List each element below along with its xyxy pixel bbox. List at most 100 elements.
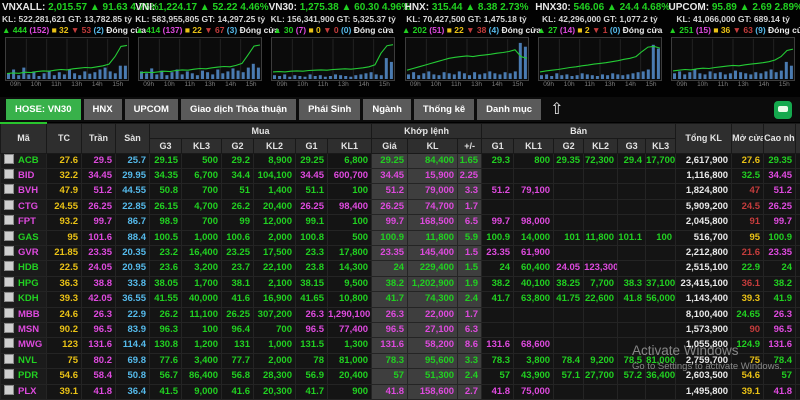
- index-title-line: UPCOM: 95.89 ▲ 2.69 2.89%: [668, 1, 800, 14]
- index-panel-vni[interactable]: VNI: 1,224.17 ▲ 52.22 4.46% KL: 583,955,8…: [133, 0, 279, 97]
- index-panel-vn30[interactable]: VN30: 1,275.38 ▲ 60.30 4.96% KL: 156,341,…: [267, 0, 411, 97]
- cell-san: 69.8: [115, 352, 150, 370]
- cell-tran: 42.05: [81, 291, 116, 308]
- tab-giao-d-ch-th-a-thu-n[interactable]: Giao dịch Thỏa thuận: [180, 99, 297, 120]
- row-checkbox[interactable]: [4, 354, 14, 364]
- table-row[interactable]: ACB 27.6 29.5 25.7 29.15 500 29.2 8,900 29.25 6,8…: [0, 152, 800, 169]
- table-row[interactable]: KDH 39.3 42.05 36.55 41.55 40,000 41.6 16,900 41…: [0, 291, 800, 308]
- table-row[interactable]: MBB 24.6 26.3 22.9 26.2 11,100 26.25 307,200 26.…: [0, 306, 800, 323]
- col-header-floor[interactable]: Sàn: [115, 122, 150, 154]
- cell-buy-g2: 41.6: [221, 383, 254, 400]
- sub-header-kl3[interactable]: KL3: [645, 137, 677, 154]
- tab-hose-vn30[interactable]: HOSE: VN30: [6, 99, 81, 120]
- index-panel-upcom[interactable]: UPCOM: 95.89 ▲ 2.69 2.89% KL: 41,066,000 …: [666, 0, 800, 97]
- table-row[interactable]: PLX 39.1 41.8 36.4 41.5 9,000 41.6 20,300 41.7 90…: [0, 383, 800, 400]
- sub-header-g1[interactable]: G1: [481, 137, 515, 154]
- row-checkbox[interactable]: [4, 231, 14, 241]
- col-header-reference[interactable]: TC: [46, 122, 82, 154]
- tab-ng-nh[interactable]: Ngành: [363, 99, 411, 120]
- index-panel-hnx[interactable]: HNX: 315.44 ▲ 8.38 2.73% KL: 70,427,500 G…: [400, 0, 541, 97]
- row-checkbox[interactable]: [4, 200, 14, 210]
- cell-sell-g3: 78.5: [617, 352, 647, 370]
- row-checkbox[interactable]: [4, 169, 14, 179]
- sub-header-kl2[interactable]: KL2: [253, 137, 296, 154]
- index-panel-hnx30[interactable]: HNX30: 546.06 ▲ 24.4 4.68% KL: 42,296,000…: [533, 0, 670, 97]
- table-row[interactable]: NVL 75 80.2 69.8 77.6 3,400 77.7 2,000 78 81,000 7…: [0, 352, 800, 370]
- index-panel-vnxall[interactable]: VNXALL: 2,015.57 ▲ 91.63 4.76% KL: 522,28…: [0, 0, 159, 97]
- sub-header-kl[interactable]: KL: [407, 137, 459, 154]
- tab-hnx[interactable]: HNX: [83, 99, 122, 120]
- cell-match-price: 38.2: [371, 275, 409, 293]
- tab-danh-m-c[interactable]: Danh mục: [477, 99, 542, 120]
- cell-clipped: [795, 183, 800, 200]
- index-breadth-line: ▲ 444 (152) ■ 32 ▼ 53 (2) Đóng cửa: [2, 25, 146, 36]
- sub-header-kl1[interactable]: KL1: [513, 137, 555, 154]
- row-checkbox[interactable]: [4, 338, 14, 349]
- row-checkbox[interactable]: [4, 246, 14, 256]
- table-row[interactable]: PDR 54.6 58.4 50.8 56.7 86,400 56.8 28,300 56.9 2…: [0, 368, 800, 385]
- col-header-total-volume[interactable]: Tổng KL: [675, 122, 733, 154]
- cell-match-change: 2.25: [457, 167, 483, 185]
- cell-sell-g2: [553, 244, 585, 262]
- table-row[interactable]: GAS 95 101.6 88.4 100.5 1,000 100.6 2,000 100.8 5…: [0, 229, 800, 246]
- sub-header-g2[interactable]: G2: [553, 137, 585, 154]
- index-value: 1,224.17: [158, 2, 198, 13]
- row-checkbox[interactable]: [4, 261, 14, 272]
- row-checkbox[interactable]: [4, 308, 14, 318]
- table-row[interactable]: MSN 90.2 96.5 83.9 96.3 100 96.4 700 96.5 77,400 9…: [0, 321, 800, 339]
- table-row[interactable]: GVR 21.85 23.35 20.35 23.2 16,400 23.25 17,500 2…: [0, 244, 800, 262]
- cell-san: 44.55: [115, 183, 150, 200]
- cell-match-change: 6.3: [457, 321, 483, 339]
- sub-header-+--[interactable]: +/-: [457, 137, 483, 154]
- row-checkbox[interactable]: [4, 154, 14, 164]
- col-header-symbol[interactable]: Mã: [0, 122, 47, 154]
- collapse-arrow-icon[interactable]: ⇧: [550, 100, 564, 118]
- sub-header-g1[interactable]: G1: [295, 137, 328, 154]
- sub-header-kl3[interactable]: KL3: [181, 137, 222, 154]
- chart-time-axis: 09h 10h 11h 13h 14h 15h: [135, 81, 264, 88]
- cell-buy-kl3: 11,100: [181, 306, 222, 323]
- sub-header-giá[interactable]: Giá: [371, 137, 409, 154]
- support-chat-icon[interactable]: [774, 100, 792, 119]
- row-checkbox[interactable]: [4, 385, 14, 395]
- table-row[interactable]: FPT 93.2 99.7 86.7 98.9 700 99 12,000 99.1 100 99.…: [0, 214, 800, 231]
- row-checkbox[interactable]: [4, 215, 14, 226]
- col-header-ceiling[interactable]: Trần: [81, 122, 116, 154]
- sub-header-kl2[interactable]: KL2: [583, 137, 619, 154]
- sub-header-kl1[interactable]: KL1: [326, 137, 373, 154]
- cell-match-vol: 229,400: [407, 260, 459, 277]
- cell-total-vol: 2,045,800: [675, 214, 733, 231]
- index-change: ▲ 2.69 2.89%: [739, 2, 800, 13]
- table-row[interactable]: MWG 123 131.6 114.4 130.8 1,200 131 1,000 131.5 1…: [0, 337, 800, 354]
- row-checkbox[interactable]: [4, 292, 14, 303]
- row-checkbox[interactable]: [4, 369, 14, 380]
- row-checkbox[interactable]: [4, 323, 14, 333]
- cell-symbol: PLX: [0, 383, 47, 400]
- row-checkbox[interactable]: [4, 277, 14, 287]
- table-row[interactable]: BVH 47.9 51.2 44.55 50.8 700 51 1,400 51.1 100 51.…: [0, 183, 800, 200]
- tab-th-ng-k-[interactable]: Thống kê: [413, 99, 475, 120]
- cell-high: 26.3: [763, 306, 797, 323]
- col-header-open[interactable]: Mở cửa: [731, 122, 765, 154]
- sub-header-g3[interactable]: G3: [149, 137, 182, 154]
- sub-header-g3[interactable]: G3: [617, 137, 647, 154]
- decliners: ▼ 63: [732, 25, 753, 35]
- cell-sell-kl2: 9,200: [583, 352, 619, 370]
- table-row[interactable]: BID 32.2 34.45 29.95 34.35 6,700 34.4 104,100 34…: [0, 167, 800, 185]
- cell-clipped: [795, 383, 800, 400]
- table-header: Mã TC Trần Sàn Mua Khớp lệnh Bán Tổng KL…: [0, 122, 800, 154]
- sub-header-g2[interactable]: G2: [221, 137, 254, 154]
- table-row[interactable]: HDB 22.5 24.05 20.95 23.6 3,200 23.7 22,100 23.8…: [0, 260, 800, 277]
- index-title-line: HNX30: 546.06 ▲ 24.4 4.68%: [535, 1, 670, 14]
- index-value: 1,275.38: [299, 2, 339, 13]
- table-row[interactable]: CTG 24.55 26.25 22.85 26.15 4,700 26.2 20,400 26…: [0, 198, 800, 216]
- col-header-high[interactable]: Cao nhất: [763, 122, 797, 154]
- cell-sell-kl1: 63,800: [513, 291, 555, 308]
- table-row[interactable]: HPG 36.3 38.8 33.8 38.05 1,700 38.1 2,100 38.15 9…: [0, 275, 800, 293]
- tab-ph-i-sinh[interactable]: Phái Sinh: [299, 99, 361, 120]
- cell-sell-g2: 29.35: [553, 152, 585, 169]
- cell-buy-g2: 29.2: [221, 152, 254, 169]
- tab-upcom[interactable]: UPCOM: [124, 99, 178, 120]
- row-checkbox[interactable]: [4, 184, 14, 195]
